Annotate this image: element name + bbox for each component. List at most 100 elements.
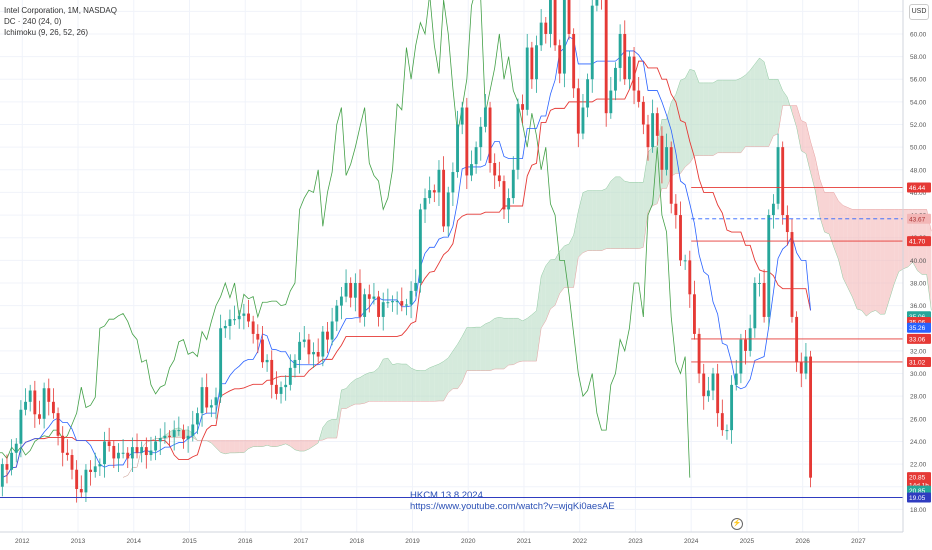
cloud-segment — [443, 357, 449, 401]
cloud-segment — [750, 64, 755, 147]
candle-body — [93, 466, 97, 473]
cloud-segment — [843, 205, 848, 288]
candle-body — [51, 401, 55, 414]
cloud-segment — [759, 58, 765, 147]
chart-note: HKCM 13.8.2024 https://www.youtube.com/w… — [410, 490, 615, 512]
candle-body — [168, 435, 171, 437]
cloud-segment — [485, 321, 491, 371]
x-tick-label: 2015 — [182, 538, 197, 545]
cloud-segment — [229, 440, 235, 453]
candle-body — [753, 282, 757, 329]
senkou-b-line — [122, 105, 932, 478]
y-tick-label: 26.00 — [910, 416, 927, 423]
cloud-segment — [373, 367, 379, 402]
candle-body — [423, 198, 427, 210]
candle-body — [488, 107, 492, 163]
candle-body — [548, 0, 552, 34]
candle-body — [409, 290, 413, 305]
candle-body — [470, 164, 473, 176]
cloud-segment — [555, 251, 560, 306]
candle-body — [312, 352, 315, 355]
cloud-segment — [462, 327, 467, 383]
cloud-segment — [350, 379, 356, 407]
cloud-segment — [629, 182, 635, 249]
y-tick-label: 52.00 — [910, 122, 927, 129]
cloud-segment — [736, 78, 741, 153]
candle-body — [219, 328, 223, 398]
cloud-segment — [805, 122, 811, 173]
y-tick-label: 28.00 — [910, 394, 927, 401]
cloud-segment — [875, 209, 881, 315]
flash-icon[interactable]: ⚡ — [731, 518, 743, 530]
x-tick-label: 2023 — [628, 538, 643, 545]
cloud-segment — [420, 370, 426, 402]
candle-body — [321, 331, 325, 357]
candle-body — [502, 181, 506, 210]
candle-body — [544, 22, 548, 34]
candle-body — [195, 413, 199, 425]
candle-body — [442, 169, 446, 227]
cloud-segment — [833, 192, 839, 260]
cloud-segment — [527, 314, 532, 362]
price-label-bg — [907, 213, 931, 224]
candle-body — [186, 435, 190, 440]
cloud-segment — [234, 440, 240, 453]
candle-body — [456, 124, 459, 173]
candle-body — [692, 294, 696, 334]
candle-body — [651, 113, 655, 148]
candle-body — [265, 359, 269, 363]
indicator-dc[interactable]: DC · 240 (24, 0) — [4, 17, 62, 26]
candle-body — [339, 296, 343, 306]
indicator-ichimoku[interactable]: Ichimoku (9, 26, 52, 26) — [4, 28, 89, 37]
candle-body — [734, 373, 738, 385]
candle-body — [562, 0, 566, 74]
note-line-2[interactable]: https://www.youtube.com/watch?v=wjqKi0ae… — [410, 501, 615, 512]
candle-body — [776, 147, 780, 204]
cloud-segment — [852, 209, 858, 310]
candle-body — [367, 294, 371, 299]
candle-body — [349, 282, 353, 298]
candle-body — [135, 447, 139, 453]
candle-body — [744, 339, 747, 351]
cloud-segment — [276, 440, 282, 447]
candle-body — [209, 405, 213, 408]
candle-body — [460, 107, 464, 125]
cloud-segment — [870, 209, 876, 313]
candle-body — [223, 325, 227, 329]
cloud-segment — [290, 440, 295, 450]
cloud-segment — [332, 419, 337, 439]
cloud-segment — [364, 372, 370, 404]
candle-body — [70, 455, 74, 470]
cloud-segment — [898, 209, 904, 272]
candle-body — [581, 107, 585, 134]
cloud-segment — [847, 207, 853, 298]
cloud-segment — [452, 344, 458, 389]
cloud-segment — [647, 146, 653, 213]
candle-body — [130, 447, 134, 459]
currency-button[interactable]: USD — [909, 4, 929, 20]
candle-body — [149, 450, 153, 456]
candle-body — [567, 0, 571, 34]
candle-body — [302, 339, 306, 342]
price-label: 46.44 — [907, 182, 931, 193]
candle-body — [377, 296, 381, 317]
candle-body — [261, 339, 264, 363]
cloud-segment — [387, 358, 393, 402]
cloud-segment — [866, 209, 871, 317]
cloud-segment — [894, 209, 899, 284]
cloud-segment — [801, 120, 806, 154]
y-tick-label: 38.00 — [910, 280, 927, 287]
candle-body — [89, 469, 93, 473]
x-tick-label: 2024 — [684, 538, 699, 545]
candle-body — [623, 33, 627, 80]
candle-body — [24, 401, 27, 410]
candle-body — [126, 452, 130, 459]
y-tick-label: 46.00 — [910, 190, 927, 197]
cloud-segment — [466, 327, 472, 371]
candle-body — [716, 373, 720, 414]
x-tick-label: 2014 — [127, 538, 142, 545]
x-tick-label: 2025 — [740, 538, 755, 545]
cloud-segment — [768, 79, 774, 147]
